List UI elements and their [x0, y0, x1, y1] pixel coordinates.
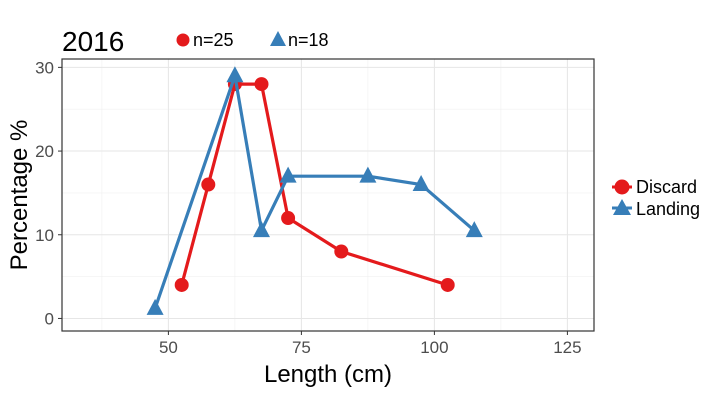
data-point-discard — [254, 77, 269, 92]
y-tick-label: 30 — [35, 58, 54, 77]
legend-discard-marker — [614, 179, 630, 195]
legend-discard-label: Discard — [636, 177, 697, 197]
series-line-landing — [153, 74, 476, 309]
top-legend-discard-marker — [176, 33, 190, 47]
data-point-discard — [174, 277, 189, 292]
top-legend-discard-label: n=25 — [193, 30, 234, 50]
legend-landing-label: Landing — [636, 199, 700, 219]
data-point-discard — [281, 211, 296, 226]
series-landing — [146, 66, 483, 315]
data-point-landing — [465, 221, 483, 238]
x-axis-label: Length (cm) — [264, 361, 392, 388]
x-tick-label: 125 — [553, 338, 581, 357]
y-axis-label: Percentage % — [6, 120, 33, 271]
data-point-landing — [279, 166, 297, 183]
x-tick-label: 100 — [420, 338, 448, 357]
y-tick-label: 10 — [35, 226, 54, 245]
data-point-landing — [146, 298, 164, 315]
data-point-landing — [226, 66, 244, 83]
data-point-discard — [440, 277, 455, 292]
top-legend-landing-marker — [270, 31, 286, 46]
x-tick-label: 50 — [159, 338, 178, 357]
data-point-discard — [201, 177, 216, 192]
top-legend-landing-label: n=18 — [288, 30, 329, 50]
y-tick-label: 0 — [45, 309, 54, 328]
chart-title: 2016 — [62, 26, 124, 57]
y-axis: 0 10 20 30 — [35, 58, 62, 328]
plot-panel — [61, 58, 595, 332]
data-point-landing — [359, 166, 377, 183]
legend: Discard Landing — [612, 177, 700, 219]
data-point-landing — [412, 175, 430, 192]
series-layer — [146, 66, 483, 315]
x-axis: 50 75 100 125 — [159, 331, 582, 357]
y-tick-label: 20 — [35, 142, 54, 161]
data-point-discard — [334, 244, 349, 259]
legend-landing-marker — [613, 199, 631, 215]
data-point-landing — [253, 221, 270, 238]
x-tick-label: 75 — [292, 338, 311, 357]
grid — [62, 59, 594, 331]
top-legend: n=25 n=18 — [176, 30, 329, 50]
